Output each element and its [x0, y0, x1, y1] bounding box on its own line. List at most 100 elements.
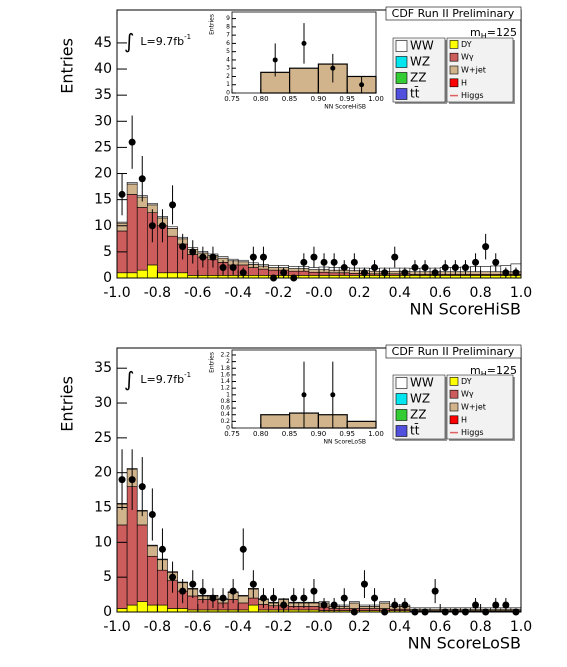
hist-segment: [167, 228, 178, 237]
inset-x-tick-label: 0.80: [253, 95, 269, 103]
hist-segment: [237, 261, 249, 266]
hist-segment: [136, 207, 148, 271]
data-point: [340, 264, 348, 272]
hist-segment: [379, 601, 391, 604]
hist-segment: [116, 221, 128, 224]
data-point: [209, 594, 217, 602]
hist-segment: [157, 604, 168, 613]
hist-segment: [258, 268, 269, 276]
hist-segment: [147, 555, 158, 606]
inset-x-tick-label: 1.00: [368, 430, 384, 438]
inset-y-tick-label: 0.4: [220, 411, 230, 418]
hist-segment: [389, 267, 401, 272]
hist-segment: [147, 604, 158, 613]
inset-y-title: Entries: [209, 352, 216, 373]
legend-swatch: [395, 72, 408, 84]
x-axis-title: NN ScoreHiSB: [410, 300, 521, 319]
hist-segment: [126, 183, 138, 195]
y-tick-label: 35: [94, 360, 112, 376]
data-point: [492, 258, 500, 266]
chart-title: CDF Run II Preliminary: [392, 345, 515, 358]
inset-point: [272, 57, 278, 63]
x-tick-label: -0.8: [144, 619, 171, 635]
title-box: [385, 6, 522, 21]
hist-segment: [167, 608, 178, 613]
hist-segment: [248, 604, 259, 613]
data-point: [280, 269, 288, 277]
y-tick-label: 5: [103, 569, 112, 585]
x-tick-label: -0.0: [305, 285, 332, 301]
data-point: [300, 594, 308, 602]
data-point: [330, 258, 338, 266]
lumi-text: L=9.7fb: [140, 35, 184, 48]
hist-segment: [348, 601, 360, 604]
hist-segment: [348, 272, 360, 276]
data-point: [259, 253, 267, 261]
inset-point: [330, 392, 336, 398]
legend-swatch: [449, 65, 459, 75]
data-point: [169, 573, 177, 581]
data-point: [189, 248, 197, 256]
data-point: [451, 264, 459, 272]
data-point: [330, 601, 338, 609]
legend-label: H: [461, 415, 467, 424]
legend-label: Wγ: [461, 390, 474, 399]
data-point: [482, 243, 490, 251]
inset-y-tick-label: 5: [226, 48, 230, 55]
mass-text: =125: [487, 26, 517, 39]
hist-segment: [318, 271, 330, 276]
lumi-superscript: -1: [184, 371, 191, 379]
data-point: [199, 253, 207, 261]
hist-segment: [147, 545, 158, 557]
inset-x-tick-label: 0.80: [253, 430, 269, 438]
hist-segment: [126, 194, 138, 274]
hist-segment: [389, 270, 401, 275]
data-point: [441, 264, 449, 272]
inset-y-title: Entries: [209, 14, 216, 35]
hist-segment: [308, 602, 320, 607]
legend-swatch: [449, 377, 459, 386]
hist-segment: [248, 597, 259, 606]
hist-segment: [359, 604, 370, 607]
hist-segment: [369, 608, 380, 611]
mass-text: =125: [487, 364, 517, 377]
hist-segment: [237, 595, 249, 604]
data-point: [502, 601, 510, 609]
y-axis-title: Entries: [58, 376, 77, 432]
hist-segment: [177, 608, 189, 613]
hist-segment: [136, 269, 148, 279]
hist-segment: [490, 271, 502, 275]
x-tick-label: -0.4: [225, 285, 252, 301]
x-tick-label: 1.0: [510, 285, 532, 301]
hist-segment: [147, 202, 158, 206]
lumi-superscript: -1: [184, 33, 191, 41]
hist-segment: [126, 272, 138, 279]
x-tick-label: 0.4: [389, 619, 411, 635]
lumi-symbol: ∫: [124, 367, 134, 391]
legend-swatch: [449, 389, 459, 399]
hist-segment: [147, 264, 158, 279]
hist-segment: [359, 606, 370, 609]
data-point: [381, 269, 389, 277]
lumi-text: L=9.7fb: [140, 373, 184, 386]
x-tick-label: 0.8: [469, 619, 491, 635]
data-point: [290, 594, 298, 602]
mass-label: mH=125: [470, 364, 517, 379]
inset-x-title: NN ScoreLoSB: [323, 439, 366, 446]
x-tick-label: -0.2: [265, 285, 292, 301]
x-tick-label: -1.0: [103, 619, 130, 635]
hist-segment: [308, 606, 320, 611]
x-tick-label: 1.0: [510, 619, 532, 635]
legend-label: DY: [461, 40, 472, 49]
data-point: [158, 545, 166, 553]
data-point: [128, 476, 136, 484]
data-point: [219, 264, 227, 272]
legend-swatch: [395, 425, 408, 437]
legend-label: WW: [410, 39, 434, 53]
hist-segment: [288, 268, 300, 272]
legend-swatch: [395, 88, 408, 100]
inset-x-tick-label: 0.75: [224, 95, 240, 103]
hist-segment: [308, 271, 320, 276]
y-tick-label: 5: [103, 244, 112, 260]
legend-swatch: [395, 40, 408, 52]
